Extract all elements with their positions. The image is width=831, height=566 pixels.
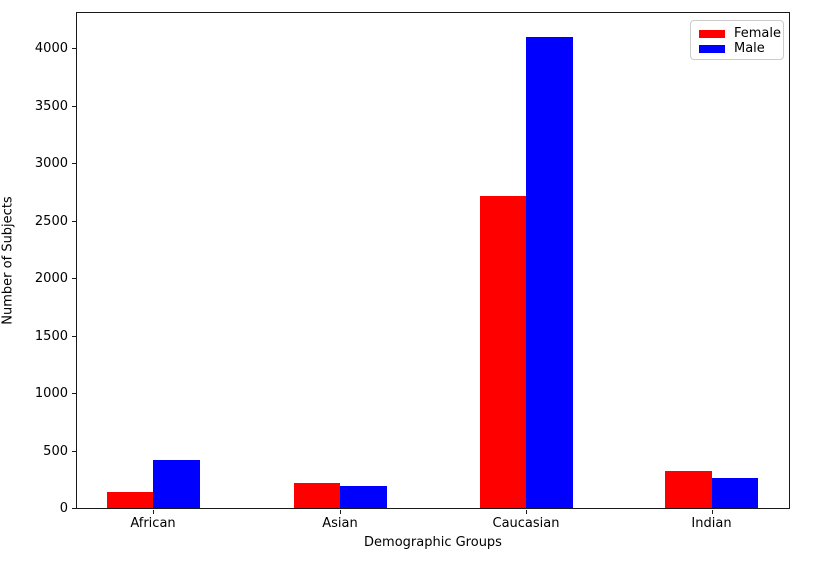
x-tick — [711, 510, 713, 514]
bar-male-asian — [340, 485, 387, 508]
y-tick-label: 4000 — [34, 41, 68, 56]
x-tick — [526, 510, 527, 514]
y-tick — [72, 393, 76, 394]
y-tick-label: 3500 — [34, 98, 68, 114]
bar-female-african — [106, 491, 153, 508]
y-tick-label: 2500 — [34, 213, 68, 229]
y-tick — [72, 48, 76, 49]
y-tick-label: 500 — [43, 443, 68, 459]
y-tick — [72, 450, 76, 452]
y-tick — [72, 220, 76, 222]
y-tick-label: 1500 — [34, 328, 68, 344]
legend-label-female: Female — [734, 26, 782, 41]
legend-item-female: Female — [699, 26, 781, 41]
legend-item-male: Male — [699, 41, 775, 56]
x-axis-label: Demographic Groups — [364, 535, 502, 550]
plot-area: Female Male — [76, 12, 790, 509]
female-swatch-icon — [699, 29, 725, 38]
x-tick-label-african: African — [130, 516, 176, 531]
y-tick — [72, 508, 76, 509]
bar-female-indian — [665, 471, 712, 508]
y-tick — [72, 278, 76, 279]
x-tick-label-caucasian: Caucasian — [492, 516, 560, 531]
x-tick — [340, 510, 341, 514]
y-tick — [72, 335, 76, 337]
bar-female-caucasian — [479, 196, 526, 508]
y-tick-label: 3000 — [34, 156, 68, 171]
bar-male-indian — [711, 477, 758, 508]
y-tick-label: 1000 — [34, 386, 68, 401]
y-axis-label: Number of Subjects — [0, 196, 16, 325]
legend: Female Male — [690, 20, 784, 60]
x-tick — [153, 510, 154, 514]
bar-female-asian — [293, 482, 340, 508]
male-swatch-icon — [699, 44, 725, 53]
y-tick-label: 2000 — [34, 271, 68, 286]
y-tick-label: 0 — [59, 501, 68, 516]
x-tick-label-indian: Indian — [691, 516, 732, 531]
bar-male-caucasian — [526, 36, 573, 508]
y-tick — [72, 105, 76, 107]
x-tick-label-asian: Asian — [322, 516, 358, 531]
legend-label-male: Male — [734, 41, 765, 56]
y-tick — [72, 163, 76, 164]
bar-male-african — [153, 459, 200, 508]
